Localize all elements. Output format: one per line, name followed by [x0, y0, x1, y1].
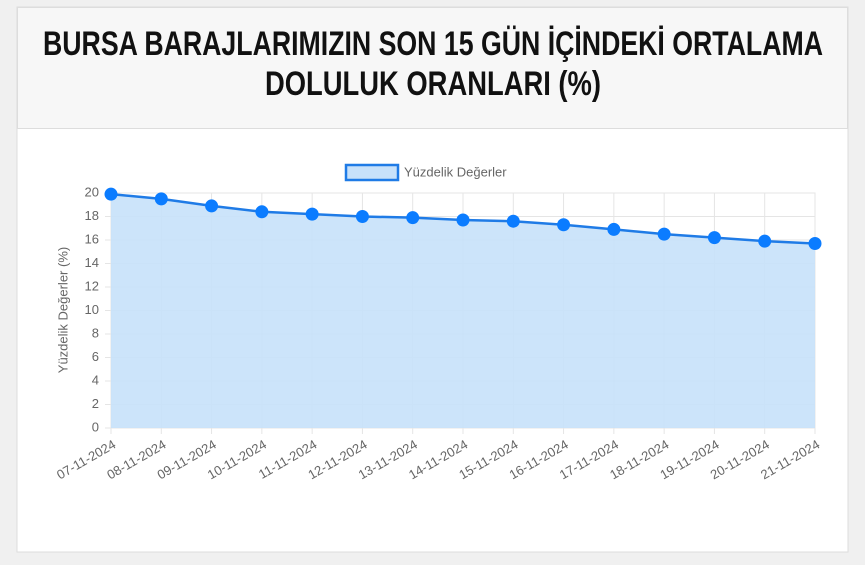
y-tick-label: 10 [85, 302, 99, 317]
point [808, 237, 822, 251]
card-header [17, 7, 848, 129]
legend-label: Yüzdelik Değerler [404, 164, 507, 179]
title-line: BURSA BARAJLARIMIZIN SON 15 GÜN İÇİNDEKİ… [43, 25, 823, 63]
y-tick-label: 0 [92, 419, 99, 434]
point [355, 210, 369, 223]
point [406, 211, 420, 225]
y-tick-label: 4 [92, 372, 99, 387]
y-tick-label: 2 [92, 396, 99, 411]
point [557, 218, 571, 232]
y-tick-label: 8 [92, 325, 99, 340]
y-axis-title: Yüzdelik Değerler (%) [55, 247, 70, 373]
point [758, 234, 772, 248]
area [111, 194, 815, 428]
point [506, 214, 520, 228]
title-line: DOLULUK ORANLARI (%) [265, 65, 601, 103]
point [305, 207, 319, 221]
point [154, 192, 168, 206]
y-tick-label: 16 [85, 231, 99, 246]
point [707, 231, 721, 245]
point [657, 227, 671, 241]
point [255, 205, 269, 219]
y-tick-label: 12 [85, 278, 99, 293]
y-tick-label: 20 [85, 184, 99, 199]
y-tick-label: 18 [85, 208, 99, 223]
legend-swatch [344, 163, 400, 182]
y-tick-label: 6 [92, 349, 99, 364]
y-tick-label: 14 [85, 255, 99, 270]
point [607, 222, 621, 236]
point [104, 187, 118, 201]
point [456, 213, 470, 227]
point [205, 199, 219, 213]
